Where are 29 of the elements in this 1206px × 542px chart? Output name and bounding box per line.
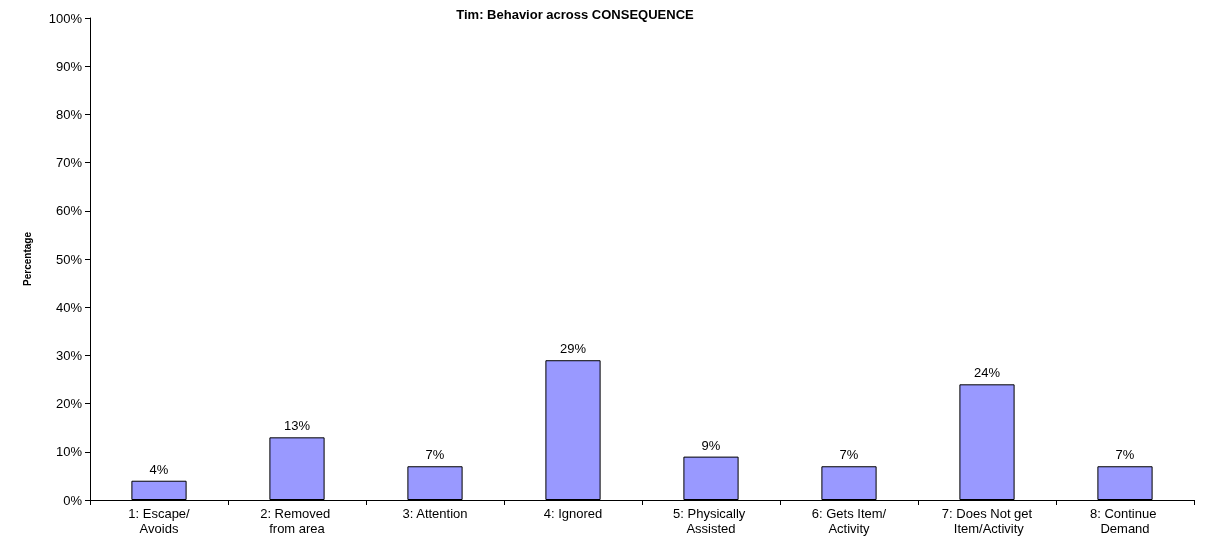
data-label: 13% [283,418,311,434]
x-tick-label: 3: Attention [402,506,468,521]
y-tick-label: 70% [55,155,83,171]
x-tick-label: 7: Does Not get Item/Activity [941,506,1033,536]
data-label: 9% [701,437,721,453]
data-label: 7% [425,447,445,463]
y-tick-label: 90% [55,58,83,74]
data-label: 29% [559,341,587,357]
y-tick-label: 10% [55,444,83,460]
data-label: 7% [839,447,859,463]
y-tick-label: 50% [55,251,83,267]
y-tick-label: 40% [55,299,83,315]
data-label: 7% [1115,447,1135,463]
y-tick-label: 20% [55,396,83,412]
y-tick-label: 0% [63,492,83,508]
data-label: 4% [149,461,169,477]
y-axis-title: Percentage [21,231,33,286]
x-tick-label: 2: Removed from area [260,506,334,536]
y-tick-label: 100% [48,10,83,26]
x-tick-label: 6: Gets Item/Activity [811,506,887,536]
data-label: 24% [973,365,1001,381]
chart-title: Tim: Behavior across CONSEQUENCE [456,7,695,22]
x-tick-label: 5: Physically Assisted [673,506,749,536]
y-tick-label: 30% [55,347,83,363]
y-tick-label: 60% [55,203,83,219]
y-tick-label: 80% [55,106,83,122]
x-tick-label: 4: Ignored [543,506,603,521]
x-tick-label: 8: Continue Demand [1089,506,1161,536]
x-tick-label: 1: Escape/Avoids [128,506,191,536]
